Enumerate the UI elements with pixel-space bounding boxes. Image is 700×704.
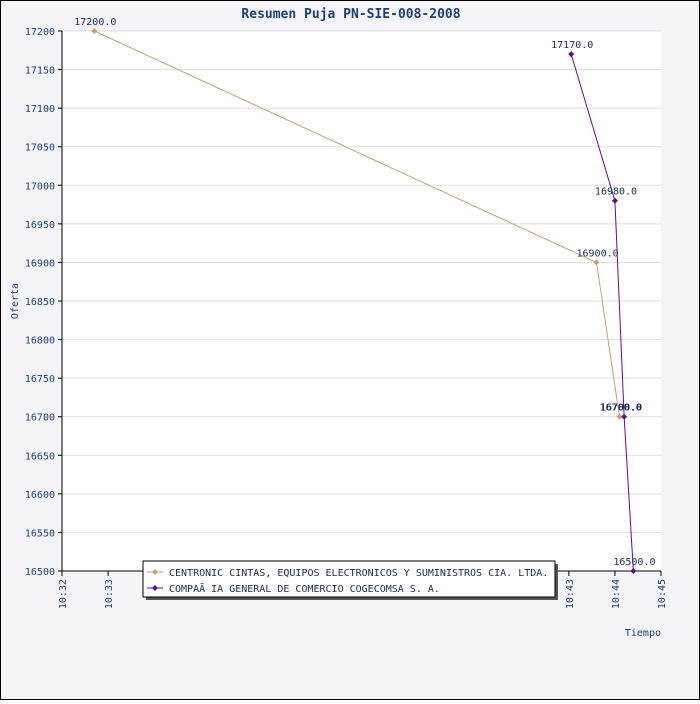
legend-marker: [152, 585, 158, 591]
y-tick-label: 17100: [25, 104, 55, 115]
x-axis-label: Tiempo: [625, 628, 661, 639]
x-tick-label: 10:33: [104, 579, 115, 609]
y-tick-label: 16650: [25, 451, 55, 462]
series-layer: 17200.016900.016700.017170.016980.016700…: [74, 17, 656, 574]
y-tick-label: 16750: [25, 374, 55, 385]
y-tick-label: 16700: [25, 413, 55, 424]
y-tick-label: 17200: [25, 27, 55, 38]
legend-box: [142, 560, 556, 598]
legend-marker: [152, 569, 158, 575]
data-label: 16900.0: [576, 248, 618, 259]
series-line: [570, 53, 634, 572]
y-tick-label: 16900: [25, 258, 55, 269]
y-tick-label: 16800: [25, 336, 55, 347]
y-tick-label: 17050: [25, 143, 55, 154]
data-label: 17200.0: [74, 17, 116, 28]
y-tick-label: 16600: [25, 490, 55, 501]
data-label: 16700.0: [600, 403, 642, 414]
data-label: 17170.0: [551, 40, 593, 51]
data-point: [91, 28, 98, 34]
data-label: 16980.0: [595, 187, 637, 198]
data-label: 16700.0: [600, 403, 642, 414]
data-point: [593, 259, 600, 266]
y-tick-label: 16950: [25, 220, 55, 231]
y-tick-label: 17150: [25, 66, 55, 77]
data-point: [611, 197, 618, 204]
x-tick-label: 10:32: [58, 579, 69, 609]
y-tick-label: 16500: [25, 567, 55, 578]
data-point: [568, 51, 575, 58]
y-tick-label: 16850: [25, 297, 55, 308]
x-tick-label: 10:44: [611, 579, 622, 609]
x-tick-label: 10:45: [657, 579, 668, 609]
legend-label: CENTRONIC CINTAS, EQUIPOS ELECTRONICOS Y…: [169, 568, 548, 579]
grid: [62, 30, 661, 572]
y-tick-label: 16550: [25, 528, 55, 539]
y-axis-label: Oferta: [10, 283, 21, 319]
chart-title: Resumen Puja PN-SIE-008-2008: [241, 7, 460, 22]
legend: CENTRONIC CINTAS, EQUIPOS ELECTRONICOS Y…: [142, 560, 558, 600]
data-point: [630, 568, 637, 574]
data-point: [621, 413, 628, 420]
data-label: 16500.0: [613, 557, 655, 568]
x-tick-label: 10:43: [565, 579, 576, 609]
legend-label: COMPAÃ IA GENERAL DE COMERCIO COGECOMSA …: [169, 582, 440, 595]
data-point: [616, 413, 623, 420]
y-tick-label: 17000: [25, 181, 55, 192]
